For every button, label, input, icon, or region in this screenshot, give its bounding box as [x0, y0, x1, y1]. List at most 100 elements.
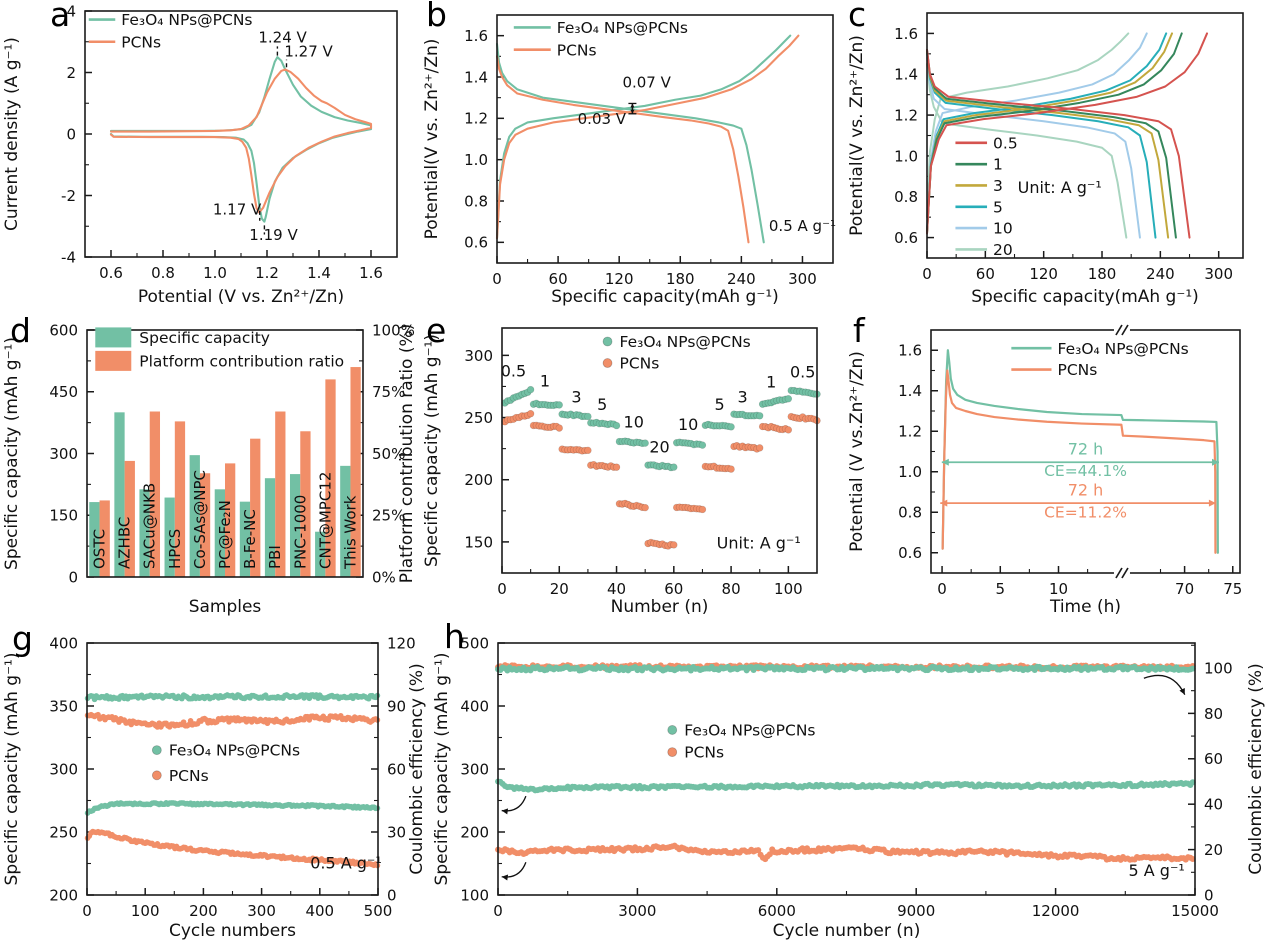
x-axis-label: Number (n) — [611, 597, 709, 617]
arrow-head — [630, 103, 635, 108]
y-tick-label: 1.4 — [464, 68, 488, 86]
data-line — [495, 55, 750, 244]
legend-dot — [602, 358, 613, 368]
y-tick-label: 0.6 — [894, 229, 918, 247]
rate-label: 3 — [737, 388, 747, 407]
annotation-text: 0.5 A g⁻¹ — [310, 854, 382, 873]
data-line — [926, 32, 1209, 235]
legend: Specific capacity Platform contribution r… — [95, 327, 344, 371]
annotations: 0.5 A g⁻¹ — [310, 854, 382, 873]
y2-tick-label: 50% — [372, 445, 405, 463]
rate-label: 20 — [649, 437, 669, 456]
y-tick-label: 0 — [66, 125, 76, 143]
series — [84, 692, 381, 869]
legend-label: PCNs — [684, 744, 724, 762]
series — [941, 349, 1219, 554]
bar — [199, 473, 211, 577]
data-line — [109, 56, 373, 223]
data-point — [584, 412, 592, 421]
x-tick-label: 1.0 — [203, 264, 227, 282]
y-tick-label: 250 — [49, 823, 78, 841]
y-tick-label: 0.6 — [464, 234, 488, 252]
bar — [264, 478, 276, 577]
y-tick-label: 1.6 — [464, 27, 488, 45]
annotation-text: 5 A g⁻¹ — [1129, 861, 1185, 880]
legend-dot — [151, 770, 162, 781]
legend-label: PCNs — [557, 41, 597, 59]
axes: 0 100 200 300 400 500 200 250 300 350 400 0 30 60 90 12… — [2, 634, 427, 941]
data-point — [670, 541, 678, 549]
annotations: 1.24 V1.27 V 1.17 V 1.19 V — [213, 28, 334, 244]
plot-frame — [501, 327, 818, 574]
data-point — [766, 851, 773, 858]
y-tick-label: 0.8 — [464, 192, 488, 210]
axes: 0 60 120 180 240 3000.60.81.01.21.41.6Specifi… — [847, 25, 1233, 307]
data-point — [612, 421, 621, 430]
x-tick-label: 200 — [189, 902, 218, 920]
legend-label: Specific capacity — [139, 329, 270, 347]
legend: Fe₃O₄ NPs@PCNs PCNs — [88, 11, 253, 51]
y-tick-label: -2 — [61, 187, 76, 205]
x-tick-label: 300 — [247, 902, 276, 920]
arrow-head — [630, 109, 635, 114]
chart-canvas-b: 0 60 120 180 240 300 0.6 0.8 1.0 1.2 1.4 1.6 Specifi… — [422, 14, 836, 307]
x-tick-label: 100 — [131, 902, 160, 920]
bar — [350, 367, 361, 577]
annotation-text: Unit: A g⁻¹ — [1018, 178, 1102, 197]
y2-tick-label: 0 — [1204, 886, 1214, 904]
rate-label: 5 — [715, 395, 725, 414]
data-line — [926, 32, 1130, 219]
data-point — [612, 463, 621, 471]
x-tick-label: 60 — [976, 265, 995, 283]
series — [109, 56, 373, 223]
annotations: Unit: A g⁻¹ — [1018, 178, 1102, 197]
arrow-head — [941, 458, 949, 466]
data-point — [641, 439, 649, 447]
bar — [99, 500, 110, 577]
y-tick-label: 1.4 — [894, 66, 918, 84]
rate-label: 1 — [540, 371, 550, 390]
data-line — [926, 32, 1168, 233]
data-point — [555, 424, 563, 432]
rate-label: 3 — [571, 388, 581, 407]
curved-arrow — [1143, 674, 1186, 695]
axis-break — [1113, 568, 1130, 578]
bar — [340, 465, 351, 577]
plot-frame — [86, 329, 364, 578]
y-tick-label: 350 — [49, 697, 78, 715]
data-point — [727, 465, 735, 473]
y2-tick-label: 90 — [387, 697, 406, 715]
y2-tick-label: 75% — [372, 383, 405, 401]
bar — [214, 489, 225, 577]
bar — [114, 412, 125, 577]
axes: 0 3000 6000 9000 12000 15000 100 200 300 400 500 0 2… — [432, 634, 1266, 941]
y-tick-label: 400 — [460, 697, 489, 715]
data-point — [756, 444, 764, 452]
rate-label: 0.5 — [501, 362, 526, 381]
rate-label: 1 — [766, 373, 776, 392]
y-axis-label: Current density (A g⁻¹) — [2, 37, 22, 231]
y-tick-label: 1.2 — [894, 106, 918, 124]
x-tick-label: 400 — [305, 902, 334, 920]
x-axis-label: Cycle numbers — [169, 921, 296, 941]
legend-dot — [667, 725, 678, 735]
bar — [174, 421, 186, 577]
data-line — [926, 32, 1183, 235]
panel-letter-g: g — [12, 619, 33, 658]
y-tick-label: 0 — [68, 568, 78, 586]
x-tick-label: 15000 — [1171, 902, 1219, 920]
curved-arrow — [501, 862, 527, 878]
y-axis-label: Potential(V vs. Zn²⁺/Zn) — [847, 35, 867, 236]
x-tick-label: 1.6 — [359, 264, 383, 282]
annotation-text: CE=44.1% — [1044, 462, 1127, 480]
data-line — [926, 32, 1148, 229]
y-tick-label: 300 — [49, 760, 78, 778]
x-tick-label: 60 — [549, 270, 568, 288]
x-tick-label: 1.4 — [307, 264, 331, 282]
legend-label: 1 — [993, 156, 1003, 174]
y2-tick-label: 40 — [1204, 796, 1223, 814]
annotation-text: 0.5 A g⁻¹ — [769, 217, 836, 235]
plot-frame — [86, 642, 379, 896]
data-line — [495, 42, 765, 244]
y-tick-label: 1.0 — [894, 147, 918, 165]
